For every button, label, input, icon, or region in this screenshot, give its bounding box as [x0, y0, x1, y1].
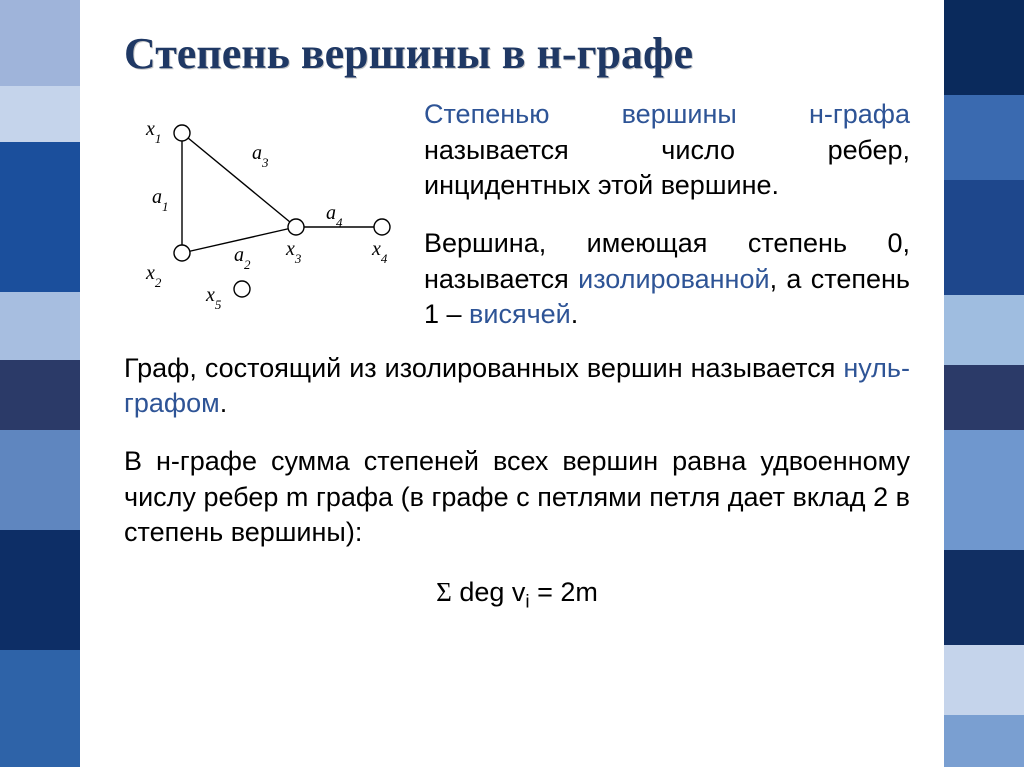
svg-text:a2: a2 — [234, 244, 251, 272]
p2-c: . — [571, 299, 579, 329]
svg-text:x4: x4 — [371, 238, 388, 266]
sigma-symbol: Σ — [436, 577, 452, 607]
paragraph-2: Вершина, имеющая степень 0, называется и… — [424, 226, 910, 333]
slide: Степень вершины в н-графе a1 a2 a3 a4 x1 x2 x3… — [0, 0, 1024, 767]
stripe-block — [944, 95, 1024, 180]
p3-b: . — [220, 388, 228, 418]
svg-text:a1: a1 — [152, 186, 169, 214]
formula-rhs: = 2m — [530, 577, 598, 607]
svg-text:x3: x3 — [285, 238, 302, 266]
p3-a: Граф, состоящий из изолированных вершин … — [124, 353, 843, 383]
svg-text:x2: x2 — [145, 262, 162, 290]
stripe-block — [0, 0, 80, 86]
lower-block: Граф, состоящий из изолированных вершин … — [124, 351, 910, 614]
stripe-block — [944, 430, 1024, 550]
stripe-block — [944, 550, 1024, 645]
upper-row: a1 a2 a3 a4 x1 x2 x3 x4 x5 Степенью вершины н-гр… — [124, 97, 910, 333]
svg-text:a3: a3 — [252, 142, 269, 170]
formula: Σ deg vi = 2m — [124, 577, 910, 613]
paragraph-1: Степенью вершины н-графа называется числ… — [424, 97, 910, 204]
svg-text:x5: x5 — [205, 284, 222, 312]
stripe-block — [0, 86, 80, 142]
p2-vis: висячей — [469, 299, 571, 329]
p1-highlight: Степенью вершины н-графа — [424, 99, 910, 129]
stripe-block — [944, 295, 1024, 365]
left-stripe — [0, 0, 80, 767]
paragraph-4: В н-графе сумма степеней всех вершин рав… — [124, 444, 910, 551]
stripe-block — [944, 180, 1024, 295]
graph-svg: a1 a2 a3 a4 x1 x2 x3 x4 x5 — [124, 103, 404, 313]
stripe-block — [0, 650, 80, 767]
stripe-block — [0, 292, 80, 360]
p2-iso: изолированной — [578, 264, 769, 294]
slide-title: Степень вершины в н-графе — [124, 28, 910, 79]
svg-text:x1: x1 — [145, 118, 161, 146]
stripe-block — [0, 530, 80, 650]
stripe-block — [0, 360, 80, 430]
stripe-block — [944, 645, 1024, 715]
formula-body: deg v — [452, 577, 526, 607]
right-stripe — [944, 0, 1024, 767]
right-text-column: Степенью вершины н-графа называется числ… — [424, 97, 910, 333]
stripe-block — [944, 365, 1024, 430]
stripe-block — [944, 715, 1024, 767]
stripe-block — [944, 0, 1024, 95]
svg-text:a4: a4 — [326, 202, 343, 230]
paragraph-3: Граф, состоящий из изолированных вершин … — [124, 351, 910, 422]
p1-rest: называется число ребер, инцидентных этой… — [424, 135, 910, 201]
content-area: Степень вершины в н-графе a1 a2 a3 a4 x1 x2 x3… — [80, 0, 944, 767]
graph-diagram: a1 a2 a3 a4 x1 x2 x3 x4 x5 — [124, 97, 404, 333]
stripe-block — [0, 142, 80, 292]
stripe-block — [0, 430, 80, 530]
